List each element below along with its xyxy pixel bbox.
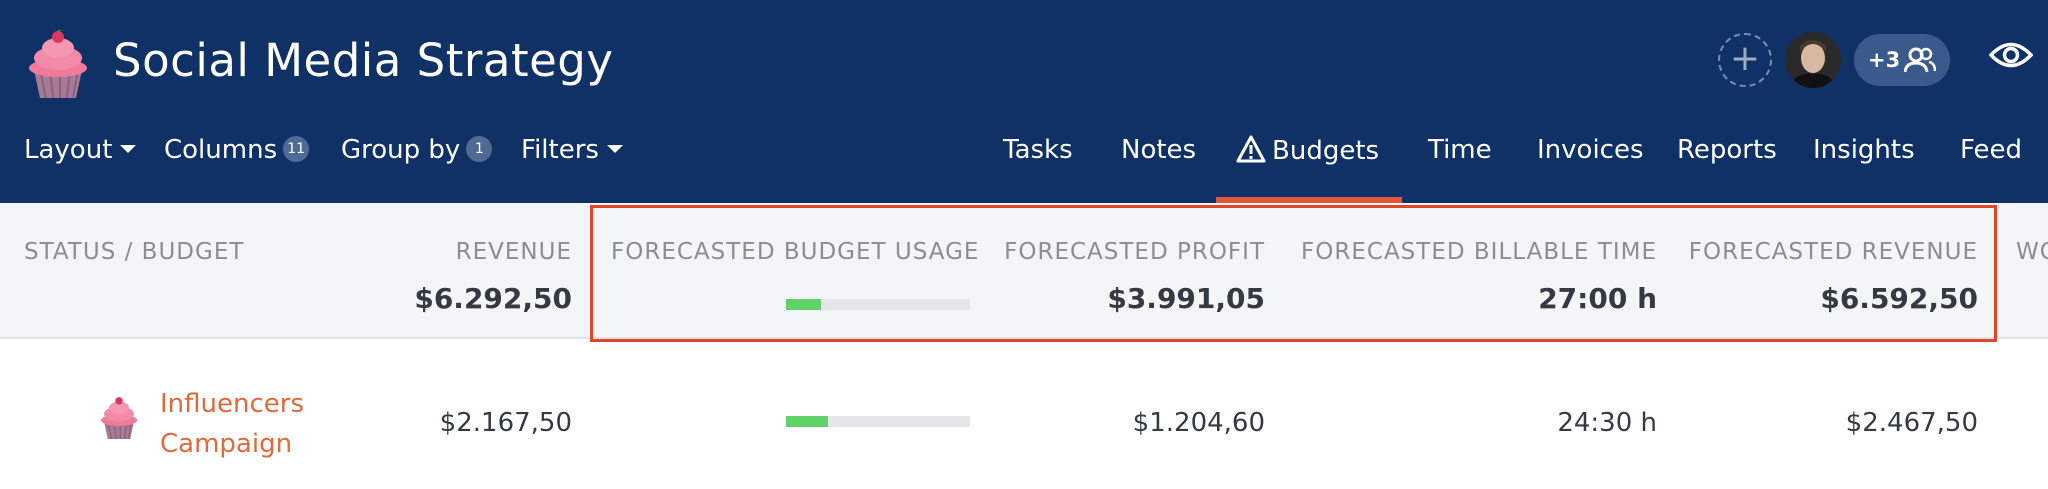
chevron-down-icon xyxy=(120,144,137,153)
tab-label: Time xyxy=(1428,135,1492,165)
cupcake-icon xyxy=(100,397,138,440)
forecasted-billable-time-total: 27:00 h xyxy=(1538,282,1657,315)
add-member-button[interactable]: + xyxy=(1718,33,1772,87)
tab-invoices[interactable]: Invoices xyxy=(1537,135,1644,165)
columns-count-badge: 11 xyxy=(283,135,310,162)
row-budget-usage-bar xyxy=(786,416,970,427)
column-header-revenue[interactable]: REVENUE xyxy=(455,239,572,265)
tab-label: Invoices xyxy=(1537,135,1644,165)
filters-label: Filters xyxy=(521,135,599,165)
column-header-forecasted-budget-usage[interactable]: FORECASTED BUDGET USAGE xyxy=(611,239,980,265)
layout-dropdown[interactable]: Layout xyxy=(24,135,137,165)
row-forecasted-revenue: $2.467,50 xyxy=(1845,408,1978,438)
tab-label: Feed xyxy=(1960,135,2023,165)
tab-budgets[interactable]: Budgets xyxy=(1236,135,1379,166)
tab-feed[interactable]: Feed xyxy=(1960,135,2022,165)
tab-time[interactable]: Time xyxy=(1428,135,1492,165)
group-by-button[interactable]: Group by 1 xyxy=(341,135,493,165)
eye-icon[interactable] xyxy=(1989,40,2033,70)
filters-dropdown[interactable]: Filters xyxy=(521,135,623,165)
column-header-forecasted-revenue[interactable]: FORECASTED REVENUE xyxy=(1688,239,1978,265)
progress-fill xyxy=(786,299,821,310)
warning-triangle-icon xyxy=(1236,135,1266,163)
tab-tasks[interactable]: Tasks xyxy=(1003,135,1073,165)
columns-label: Columns xyxy=(164,135,278,165)
avatar[interactable] xyxy=(1785,32,1841,88)
app-header xyxy=(0,0,2048,203)
tab-reports[interactable]: Reports xyxy=(1677,135,1777,165)
row-forecasted-profit: $1.204,60 xyxy=(1132,408,1265,438)
project-name-link[interactable]: Influencers Campaign xyxy=(160,384,360,464)
column-header-forecasted-profit[interactable]: FORECASTED PROFIT xyxy=(1004,239,1265,265)
tab-label: Budgets xyxy=(1272,136,1380,166)
row-forecasted-billable-time: 24:30 h xyxy=(1557,408,1657,438)
column-header-status[interactable]: STATUS / BUDGET xyxy=(24,239,245,265)
cupcake-icon xyxy=(29,30,87,99)
tab-insights[interactable]: Insights xyxy=(1813,135,1915,165)
group-by-count-badge: 1 xyxy=(466,135,493,162)
tab-label: Insights xyxy=(1813,135,1915,165)
more-members-count: +3 xyxy=(1868,48,1901,72)
tab-notes[interactable]: Notes xyxy=(1121,135,1196,165)
row-revenue: $2.167,50 xyxy=(439,408,572,438)
tab-label: Reports xyxy=(1677,135,1777,165)
chevron-down-icon xyxy=(606,144,623,153)
page-title: Social Media Strategy xyxy=(113,34,614,87)
progress-fill xyxy=(786,416,829,427)
user-avatar-icon xyxy=(1785,32,1841,88)
highlight-box xyxy=(590,205,1997,342)
project-name-line: Influencers xyxy=(160,389,305,419)
forecasted-budget-usage-total-bar xyxy=(786,299,970,310)
forecasted-profit-total: $3.991,05 xyxy=(1107,282,1265,315)
tab-label: Notes xyxy=(1121,135,1197,165)
group-by-label: Group by xyxy=(341,135,461,165)
revenue-total: $6.292,50 xyxy=(414,282,572,315)
column-header-row xyxy=(0,203,2048,339)
more-members-button[interactable]: +3 xyxy=(1854,34,1950,86)
column-header-forecasted-billable-time[interactable]: FORECASTED BILLABLE TIME xyxy=(1301,239,1657,265)
forecasted-revenue-total: $6.592,50 xyxy=(1820,282,1978,315)
columns-button[interactable]: Columns 11 xyxy=(164,135,310,165)
people-icon xyxy=(1904,47,1936,73)
tab-label: Tasks xyxy=(1003,135,1073,165)
active-tab-indicator xyxy=(1216,197,1402,203)
project-name-line: Campaign xyxy=(160,429,293,459)
layout-label: Layout xyxy=(24,135,113,165)
column-header-partial[interactable]: WO xyxy=(2016,239,2048,265)
